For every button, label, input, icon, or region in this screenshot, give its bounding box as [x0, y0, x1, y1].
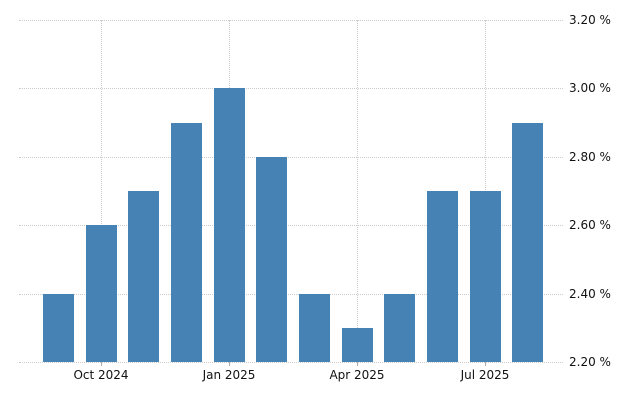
x-axis-tick-label: Apr 2025: [329, 368, 385, 382]
bar: [299, 294, 330, 362]
x-axis-tick-mark: [357, 362, 358, 366]
bar: [384, 294, 415, 362]
gridline-vertical: [357, 20, 358, 362]
bar: [512, 123, 543, 362]
y-axis-tick-label: 2.20 %: [569, 355, 611, 369]
bar: [342, 328, 373, 362]
bar: [86, 225, 117, 362]
gridline-horizontal: [19, 20, 563, 21]
gridline-horizontal: [19, 225, 563, 226]
x-axis-tick-mark: [101, 362, 102, 366]
x-axis-tick-mark: [229, 362, 230, 366]
x-axis-tick-label: Jul 2025: [460, 368, 510, 382]
gridline-vertical: [101, 20, 102, 362]
x-axis-tick-label: Jan 2025: [202, 368, 256, 382]
x-axis-tick-label: Oct 2024: [73, 368, 129, 382]
bar: [43, 294, 74, 362]
gridline-horizontal: [19, 294, 563, 295]
y-axis-tick-label: 2.40 %: [569, 287, 611, 301]
gridline-horizontal: [19, 88, 563, 89]
gridline-horizontal: [19, 157, 563, 158]
x-axis-tick-mark: [485, 362, 486, 366]
bar: [171, 123, 202, 362]
gridline-horizontal: [19, 362, 563, 363]
bar: [470, 191, 501, 362]
y-axis-tick-label: 2.80 %: [569, 150, 611, 164]
y-axis-tick-label: 3.00 %: [569, 81, 611, 95]
bar: [427, 191, 458, 362]
bar: [128, 191, 159, 362]
bar: [214, 88, 245, 362]
y-axis-tick-label: 3.20 %: [569, 13, 611, 27]
y-axis-tick-label: 2.60 %: [569, 218, 611, 232]
bar: [256, 157, 287, 362]
